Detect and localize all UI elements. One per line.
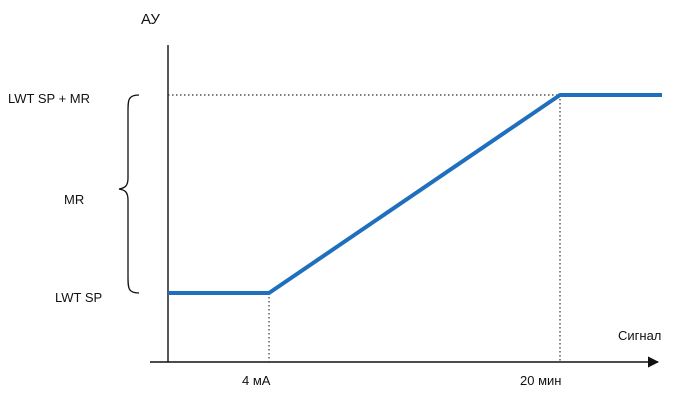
reset-curve xyxy=(168,93,662,295)
y-axis-label: АУ xyxy=(141,11,160,28)
range-label: MR xyxy=(64,192,84,207)
x-end-label: 20 мин xyxy=(520,373,561,388)
top-level-label: LWT SP + MR xyxy=(8,91,90,106)
x-axis-label: Сигнал xyxy=(618,328,661,343)
bottom-level-label: LWT SP xyxy=(55,290,102,305)
range-brace xyxy=(118,94,140,294)
x-start-label: 4 мА xyxy=(242,373,271,388)
